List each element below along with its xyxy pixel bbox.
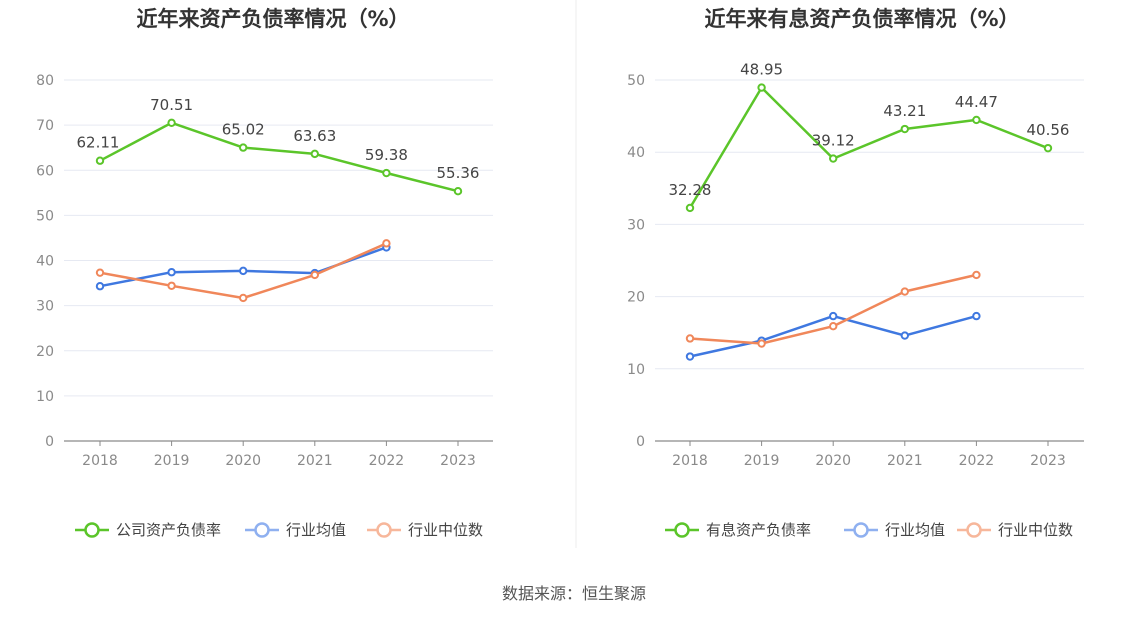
legend-item[interactable]: 行业中位数 (367, 521, 483, 539)
data-point (757, 339, 766, 348)
data-label: 48.95 (740, 61, 783, 79)
data-point (95, 268, 105, 277)
legend-label: 行业均值 (286, 521, 346, 539)
x-tick-label: 2018 (672, 453, 708, 469)
data-label: 63.63 (293, 127, 336, 145)
data-source-note: 数据来源：恒生聚源 (501, 584, 646, 603)
y-tick-label: 0 (45, 434, 54, 450)
legend-item[interactable]: 公司资产负债率 (75, 521, 221, 539)
series-line-company (99, 121, 459, 193)
x-tick-label: 2021 (887, 453, 923, 469)
data-label: 43.21 (883, 102, 926, 120)
data-point (382, 239, 391, 248)
chart-interest-bearing-debt-ratio: 近年来有息资产负债率情况（%） 0 10 20 30 40 50 2018 2019 2020 20… (627, 7, 1084, 539)
data-point (239, 266, 248, 276)
data-point (95, 156, 105, 165)
legend-item[interactable]: 有息资产负债率 (665, 521, 811, 539)
legend-item[interactable]: 行业中位数 (957, 521, 1073, 539)
data-point (1043, 143, 1053, 153)
data-point (239, 293, 248, 303)
y-tick-label: 60 (36, 163, 54, 179)
data-label: 39.12 (812, 132, 855, 150)
data-label: 62.11 (77, 134, 120, 152)
data-point (382, 168, 391, 178)
y-tick-label: 20 (36, 344, 54, 360)
data-point (167, 281, 176, 290)
legend-marker-icon (376, 522, 392, 538)
data-label: 44.47 (955, 93, 998, 111)
legend-item[interactable]: 行业均值 (245, 521, 346, 539)
data-point (685, 352, 695, 361)
y-tick-label: 0 (636, 434, 645, 450)
chart-debt-ratio: 近年来资产负债率情况（%） 0 10 20 30 40 50 60 70 80 2018 2019 20… (36, 7, 493, 539)
x-tick-label: 2019 (154, 453, 190, 469)
data-point (167, 118, 176, 128)
series-line-industry-median (689, 273, 977, 345)
x-tick-label: 2018 (82, 453, 118, 469)
data-point (829, 311, 838, 321)
chart-title: 近年来有息资产负债率情况（%） (704, 7, 1019, 31)
data-point (900, 124, 909, 134)
legend-label: 行业均值 (885, 521, 945, 539)
data-point (239, 143, 248, 152)
x-tick-label: 2020 (225, 453, 261, 469)
data-point (900, 331, 909, 340)
y-tick-label: 40 (627, 145, 645, 161)
x-tick-label: 2020 (815, 453, 851, 469)
y-tick-label: 10 (627, 362, 645, 378)
data-point (829, 154, 838, 163)
y-tick-label: 40 (36, 254, 54, 270)
y-tick-label: 30 (36, 299, 54, 315)
y-tick-label: 10 (36, 389, 54, 405)
series-line-company (688, 86, 1049, 209)
data-label: 32.28 (669, 181, 712, 199)
data-point (685, 334, 695, 343)
legend-marker-icon (84, 522, 100, 538)
data-label: 70.51 (150, 96, 193, 114)
data-point (900, 287, 909, 296)
legend-label: 有息资产负债率 (706, 521, 811, 539)
x-tick-label: 2023 (1030, 453, 1066, 469)
legend-label: 公司资产负债率 (116, 521, 221, 539)
legend-label: 行业中位数 (998, 521, 1073, 539)
y-tick-label: 20 (627, 290, 645, 306)
x-tick-label: 2019 (744, 453, 780, 469)
legend-label: 行业中位数 (408, 521, 483, 539)
legend-item[interactable]: 行业均值 (844, 521, 945, 539)
y-tick-label: 50 (627, 73, 645, 89)
legend-marker-icon (853, 522, 869, 538)
legend-marker-icon (674, 522, 690, 538)
x-tick-label: 2022 (369, 453, 405, 469)
y-tick-label: 30 (627, 217, 645, 233)
data-point (972, 115, 981, 125)
y-tick-label: 50 (36, 208, 54, 224)
data-point (453, 186, 463, 196)
data-label: 40.56 (1027, 121, 1070, 139)
data-point (685, 203, 695, 213)
x-tick-label: 2022 (959, 453, 995, 469)
data-point (972, 270, 981, 280)
data-point (310, 270, 319, 280)
data-point (972, 311, 981, 321)
legend-marker-icon (254, 522, 270, 538)
data-label: 65.02 (222, 121, 265, 139)
chart-title: 近年来资产负债率情况（%） (136, 7, 409, 31)
data-label: 59.38 (365, 146, 408, 164)
x-tick-label: 2021 (297, 453, 333, 469)
legend-marker-icon (966, 522, 982, 538)
data-point (167, 268, 176, 277)
x-tick-label: 2023 (440, 453, 476, 469)
y-tick-label: 80 (36, 73, 54, 89)
data-label: 55.36 (437, 164, 480, 182)
data-point (310, 149, 319, 159)
data-point (757, 83, 766, 92)
y-tick-label: 70 (36, 118, 54, 134)
data-point (829, 322, 838, 331)
data-point (95, 282, 105, 291)
